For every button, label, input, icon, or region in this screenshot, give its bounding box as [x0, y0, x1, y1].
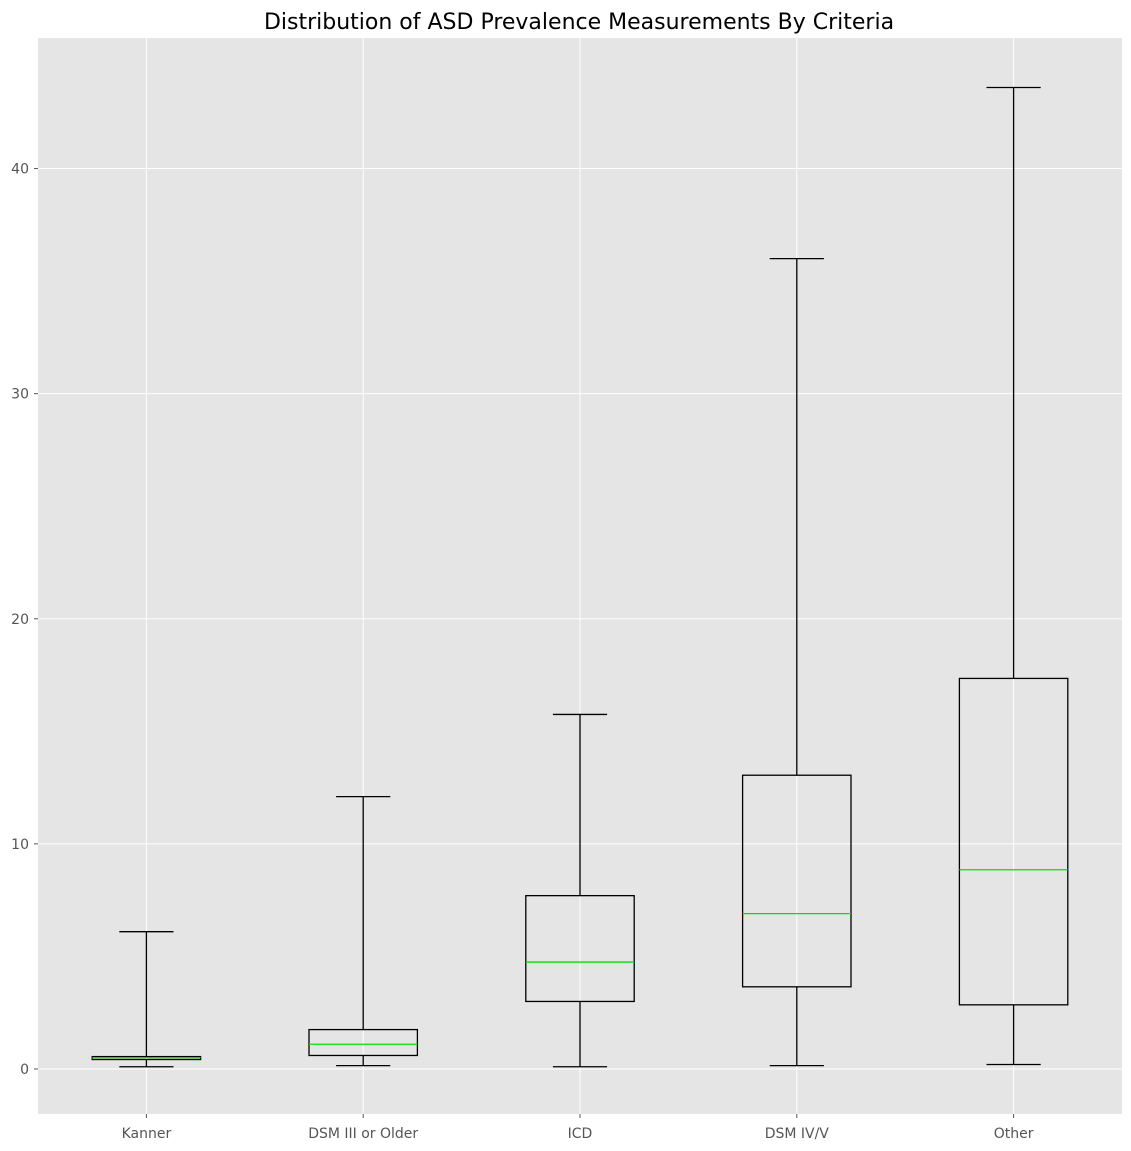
x-axis: Kanner DSM III or Older ICD DSM IV/V Other [122, 1114, 1034, 1142]
boxes-layer [91, 86, 1069, 1068]
box-iqr [308, 1028, 419, 1057]
y-tick-label: 10 [11, 837, 29, 853]
box-group [308, 795, 419, 1067]
y-axis: 0 10 20 30 40 [11, 162, 38, 1078]
box-group [91, 931, 202, 1068]
box-iqr [958, 677, 1069, 1006]
y-tick-label: 40 [11, 162, 29, 178]
x-tick-label: Kanner [122, 1126, 172, 1142]
x-tick-label: ICD [568, 1126, 593, 1142]
box-group [525, 713, 635, 1068]
y-tick-label: 20 [11, 612, 29, 628]
box-group [958, 86, 1069, 1066]
box-iqr [525, 894, 635, 1003]
y-tick-label: 0 [20, 1062, 29, 1078]
y-tick-label: 30 [11, 387, 29, 403]
box-group [741, 257, 852, 1067]
x-tick-label: DSM III or Older [308, 1126, 418, 1142]
x-tick-label: Other [994, 1126, 1034, 1142]
box-iqr [741, 774, 852, 988]
x-tick-label: DSM IV/V [765, 1126, 830, 1142]
chart-title: Distribution of ASD Prevalence Measureme… [264, 10, 894, 35]
